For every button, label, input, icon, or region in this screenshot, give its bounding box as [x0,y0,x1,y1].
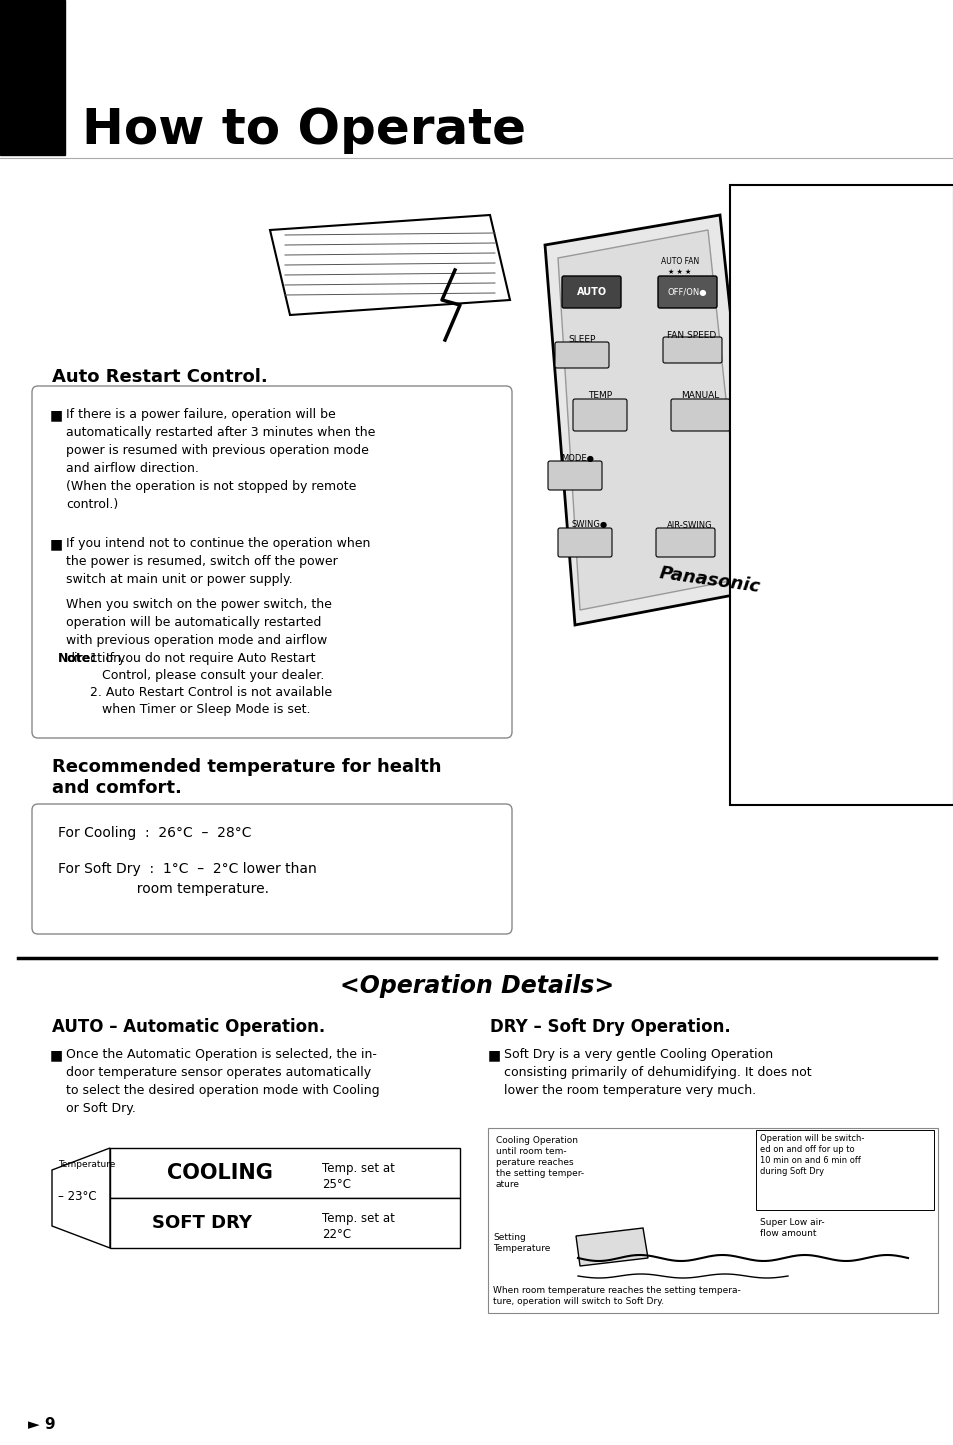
FancyBboxPatch shape [656,527,714,556]
Text: Super Low air-
flow amount: Super Low air- flow amount [760,1218,823,1238]
FancyBboxPatch shape [32,803,512,933]
Text: – 23°C: – 23°C [58,1191,96,1204]
FancyBboxPatch shape [670,399,729,431]
FancyBboxPatch shape [547,461,601,490]
Text: ■: ■ [488,1048,500,1062]
Text: SLEEP: SLEEP [568,335,595,344]
Text: AUTO FAN: AUTO FAN [660,257,699,266]
Text: room temperature.: room temperature. [58,881,269,896]
Polygon shape [558,230,744,610]
Text: Operation will be switch-
ed on and off for up to
10 min on and 6 min off
during: Operation will be switch- ed on and off … [760,1134,863,1176]
Bar [110,1147,459,1198]
Text: AUTO: AUTO [577,288,606,298]
Text: Setting
Temperature: Setting Temperature [493,1233,550,1253]
Text: DRY – Soft Dry Operation.: DRY – Soft Dry Operation. [490,1017,730,1036]
Text: AUTO – Automatic Operation.: AUTO – Automatic Operation. [52,1017,325,1036]
Text: Auto Restart Control.: Auto Restart Control. [52,368,268,386]
Text: Once the Automatic Operation is selected, the in-
door temperature sensor operat: Once the Automatic Operation is selected… [66,1048,379,1116]
Text: When room temperature reaches the setting tempera-
ture, operation will switch t: When room temperature reaches the settin… [493,1286,740,1306]
Bar [0,0,65,155]
Bar [110,1198,459,1248]
FancyBboxPatch shape [555,342,608,368]
Text: Note:: Note: [58,652,96,665]
Text: Temp. set at
22°C: Temp. set at 22°C [322,1212,395,1241]
Text: ■: ■ [50,1048,63,1062]
Text: MANUAL: MANUAL [680,390,719,399]
FancyBboxPatch shape [658,276,717,308]
FancyBboxPatch shape [32,386,512,738]
Text: 2. Auto Restart Control is not available
   when Timer or Sleep Mode is set.: 2. Auto Restart Control is not available… [90,686,332,717]
Text: Soft Dry is a very gentle Cooling Operation
consisting primarily of dehumidifyin: Soft Dry is a very gentle Cooling Operat… [503,1048,811,1097]
Text: When you switch on the power switch, the
operation will be automatically restart: When you switch on the power switch, the… [66,598,332,665]
FancyBboxPatch shape [558,527,612,556]
Text: For Cooling  :  26°C  –  28°C: For Cooling : 26°C – 28°C [58,827,252,840]
Text: ★ ★ ★: ★ ★ ★ [668,269,691,275]
Text: Panasonic: Panasonic [658,564,760,595]
Text: Temperature: Temperature [58,1160,115,1169]
FancyBboxPatch shape [662,337,721,363]
Text: OFF/ON●: OFF/ON● [666,288,706,296]
FancyBboxPatch shape [561,276,620,308]
Bar [488,1129,937,1314]
Text: SOFT DRY: SOFT DRY [152,1214,252,1233]
Text: For Soft Dry  :  1°C  –  2°C lower than: For Soft Dry : 1°C – 2°C lower than [58,863,316,876]
Polygon shape [544,215,760,626]
Text: 1. If you do not require Auto Restart
   Control, please consult your dealer.: 1. If you do not require Auto Restart Co… [90,652,324,682]
Text: ► 9: ► 9 [28,1418,55,1432]
Text: Cooling Operation
until room tem-
perature reaches
the setting temper-
ature: Cooling Operation until room tem- peratu… [496,1136,583,1189]
Polygon shape [576,1228,647,1266]
Text: How to Operate: How to Operate [82,105,525,155]
Text: ■: ■ [50,407,63,422]
Text: Recommended temperature for health
and comfort.: Recommended temperature for health and c… [52,759,441,796]
Polygon shape [52,1147,110,1248]
Polygon shape [270,215,510,315]
Text: COOLING: COOLING [167,1163,273,1183]
Text: AIR-SWING: AIR-SWING [666,520,712,529]
Text: FAN SPEED: FAN SPEED [667,331,716,340]
FancyBboxPatch shape [573,399,626,431]
Text: If there is a power failure, operation will be
automatically restarted after 3 m: If there is a power failure, operation w… [66,407,375,512]
Text: MODE●: MODE● [561,454,594,462]
Text: ■: ■ [50,538,63,551]
Bar [755,1130,933,1209]
Text: Temp. set at
25°C: Temp. set at 25°C [322,1162,395,1191]
Text: SWING●: SWING● [572,520,607,529]
Text: <Operation Details>: <Operation Details> [339,974,614,998]
Text: If you intend not to continue the operation when
the power is resumed, switch of: If you intend not to continue the operat… [66,538,370,587]
Text: TEMP: TEMP [587,390,612,399]
Bar [729,185,953,805]
